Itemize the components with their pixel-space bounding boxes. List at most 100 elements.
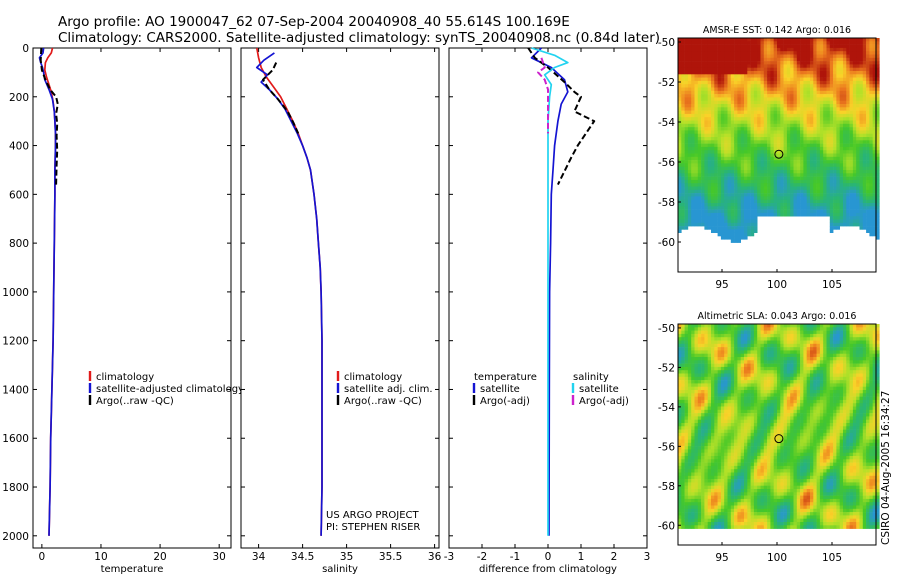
difference-xtick-label: 2 xyxy=(611,551,618,563)
heatmap-cell xyxy=(829,57,834,62)
heatmap-cell xyxy=(720,216,725,220)
heatmap-cell xyxy=(773,54,778,59)
heatmap-cell xyxy=(730,439,735,444)
heatmap-cell xyxy=(681,179,685,184)
heatmap-cell xyxy=(691,143,695,148)
heatmap-cell xyxy=(760,137,765,141)
heatmap-cell xyxy=(681,446,685,450)
heatmap-cell xyxy=(701,212,705,217)
heatmap-cell xyxy=(734,380,738,384)
heatmap-cell xyxy=(707,479,712,483)
heatmap-cell xyxy=(856,71,860,75)
heatmap-cell xyxy=(720,140,725,144)
heatmap-cell xyxy=(744,156,748,161)
heatmap-cell xyxy=(711,54,715,59)
heatmap-cell xyxy=(757,176,761,181)
heatmap-cell xyxy=(859,47,864,52)
heatmap-cell xyxy=(846,216,850,220)
heatmap-cell xyxy=(684,413,689,417)
heatmap-cell xyxy=(750,203,755,207)
heatmap-cell xyxy=(819,94,824,98)
heatmap-cell xyxy=(767,100,771,105)
heatmap-cell xyxy=(783,150,788,154)
heatmap-cell xyxy=(724,117,728,121)
heatmap-cell xyxy=(740,203,745,207)
heatmap-cell xyxy=(793,176,798,181)
heatmap-cell xyxy=(694,409,699,414)
heatmap-cell xyxy=(707,495,712,500)
heatmap-cell xyxy=(704,183,708,187)
heatmap-cell xyxy=(757,100,761,105)
heatmap-cell xyxy=(740,166,745,171)
heatmap-cell xyxy=(872,216,877,220)
heatmap-cell xyxy=(737,179,741,184)
heatmap-cell xyxy=(849,113,854,118)
heatmap-cell xyxy=(767,143,771,148)
heatmap-cell xyxy=(734,130,738,134)
heatmap-cell xyxy=(856,146,860,151)
heatmap-cell xyxy=(681,399,685,404)
heatmap-cell xyxy=(813,87,817,92)
heatmap-cell xyxy=(678,462,682,467)
heatmap-cell xyxy=(717,87,722,92)
heatmap-cell xyxy=(707,498,712,503)
heatmap-cell xyxy=(730,482,735,486)
heatmap-cell xyxy=(707,38,712,42)
heatmap-cell xyxy=(714,216,718,220)
heatmap-cell xyxy=(786,170,791,174)
heatmap-cell xyxy=(803,94,807,98)
heatmap-cell xyxy=(793,203,798,207)
heatmap-cell xyxy=(734,163,738,167)
heatmap-cell xyxy=(852,160,857,164)
heatmap-cell xyxy=(862,38,867,42)
heatmap-cell xyxy=(796,104,801,108)
heatmap-cell xyxy=(684,51,689,55)
heatmap-cell xyxy=(800,143,804,148)
heatmap-cell xyxy=(730,525,735,529)
heatmap-cell xyxy=(737,189,741,194)
heatmap-cell xyxy=(678,386,682,391)
heatmap-cell xyxy=(727,77,732,82)
heatmap-cell xyxy=(714,426,718,430)
heatmap-cell xyxy=(856,219,860,224)
heatmap-cell xyxy=(829,209,834,214)
heatmap-cell xyxy=(734,110,738,115)
heatmap-cell xyxy=(869,94,873,98)
heatmap-cell xyxy=(760,38,765,42)
heatmap-cell xyxy=(770,61,774,65)
heatmap-cell xyxy=(691,363,695,368)
heatmap-cell xyxy=(737,146,741,151)
heatmap-cell xyxy=(803,41,807,45)
heatmap-cell xyxy=(734,239,738,243)
heatmap-cell xyxy=(701,179,705,184)
heatmap-cell xyxy=(720,396,725,401)
heatmap-cell xyxy=(747,130,751,134)
heatmap-cell xyxy=(691,140,695,144)
heatmap-cell xyxy=(826,87,831,92)
heatmap-cell xyxy=(823,140,827,144)
heatmap-cell xyxy=(796,153,801,158)
heatmap-cell xyxy=(773,51,778,55)
heatmap-cell xyxy=(859,189,864,194)
heatmap-cell xyxy=(744,173,748,177)
heatmap-cell xyxy=(681,360,685,364)
heatmap-cell xyxy=(691,475,695,480)
heatmap-cell xyxy=(687,54,692,59)
depth-tick-label: 1200 xyxy=(2,336,29,348)
heatmap-cell xyxy=(704,518,708,523)
heatmap-cell xyxy=(843,209,847,214)
heatmap-cell xyxy=(701,386,705,391)
heatmap-cell xyxy=(701,113,705,118)
heatmap-cell xyxy=(869,38,873,42)
heatmap-cell xyxy=(707,393,712,397)
heatmap-cell xyxy=(872,117,877,121)
heatmap-cell xyxy=(800,61,804,65)
heatmap-cell xyxy=(777,94,781,98)
heatmap-cell xyxy=(717,100,722,105)
heatmap-cell xyxy=(734,61,738,65)
heatmap-cell xyxy=(687,153,692,158)
heatmap-cell xyxy=(786,179,791,184)
heatmap-cell xyxy=(684,80,689,85)
heatmap-cell xyxy=(872,222,877,227)
heatmap-cell xyxy=(876,113,880,118)
